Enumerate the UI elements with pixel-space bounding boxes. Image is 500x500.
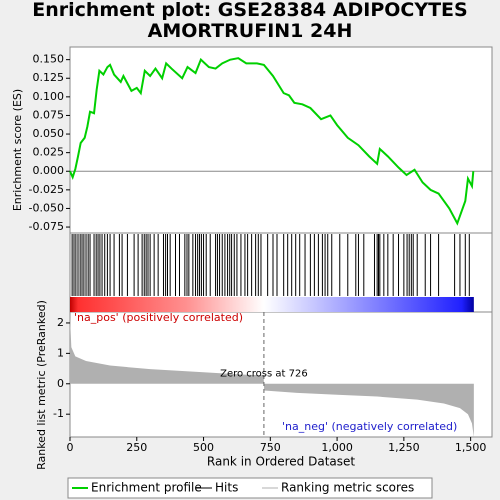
y-tick-label: -0.050 bbox=[29, 201, 64, 214]
y-tick-label: 0.100 bbox=[33, 90, 65, 103]
y-tick-label: -0.025 bbox=[29, 183, 64, 196]
legend-label: Enrichment profile bbox=[91, 481, 202, 495]
legend-label: Ranking metric scores bbox=[281, 481, 414, 495]
metric-area bbox=[70, 316, 474, 437]
y-axis-label: Enrichment score (ES) bbox=[11, 89, 24, 211]
chart-title: Enrichment plot: GSE28384 ADIPOCYTES AMO… bbox=[32, 0, 468, 42]
y-tick-label: 0.125 bbox=[33, 71, 65, 84]
pos-label: 'na_pos' (positively correlated) bbox=[74, 311, 243, 324]
zero-cross-label: Zero cross at 726 bbox=[220, 369, 308, 380]
legend bbox=[67, 477, 433, 499]
y-tick-label: 0 bbox=[57, 377, 64, 390]
y-tick-label: 0.025 bbox=[33, 146, 65, 159]
es-line bbox=[69, 57, 475, 226]
y-tick-label: 1 bbox=[57, 346, 64, 359]
x-axis-label: Rank in Ordered Dataset bbox=[207, 455, 355, 469]
y-tick-label: 0.000 bbox=[33, 164, 65, 177]
y-tick-label: 0.075 bbox=[33, 108, 65, 121]
y-axis-label: Ranked list metric (PreRanked) bbox=[35, 300, 48, 470]
color-bar bbox=[70, 297, 474, 312]
es-panel bbox=[69, 46, 493, 234]
x-tick-label: 500 bbox=[193, 441, 214, 454]
y-tick-label: 2 bbox=[57, 316, 64, 329]
x-tick-label: 1,000 bbox=[321, 441, 353, 454]
y-tick-label: 0.150 bbox=[33, 53, 65, 66]
x-tick-label: 1,500 bbox=[455, 441, 487, 454]
y-tick-label: -1 bbox=[53, 407, 64, 420]
x-tick-label: 0 bbox=[67, 441, 74, 454]
x-tick-label: 1,250 bbox=[388, 441, 420, 454]
neg-label: 'na_neg' (negatively correlated) bbox=[282, 420, 457, 433]
legend-label: Hits bbox=[215, 481, 238, 495]
y-tick-label: -0.075 bbox=[29, 220, 64, 233]
y-tick-label: 0.050 bbox=[33, 127, 65, 140]
x-tick-label: 750 bbox=[260, 441, 281, 454]
x-tick-label: 250 bbox=[126, 441, 147, 454]
